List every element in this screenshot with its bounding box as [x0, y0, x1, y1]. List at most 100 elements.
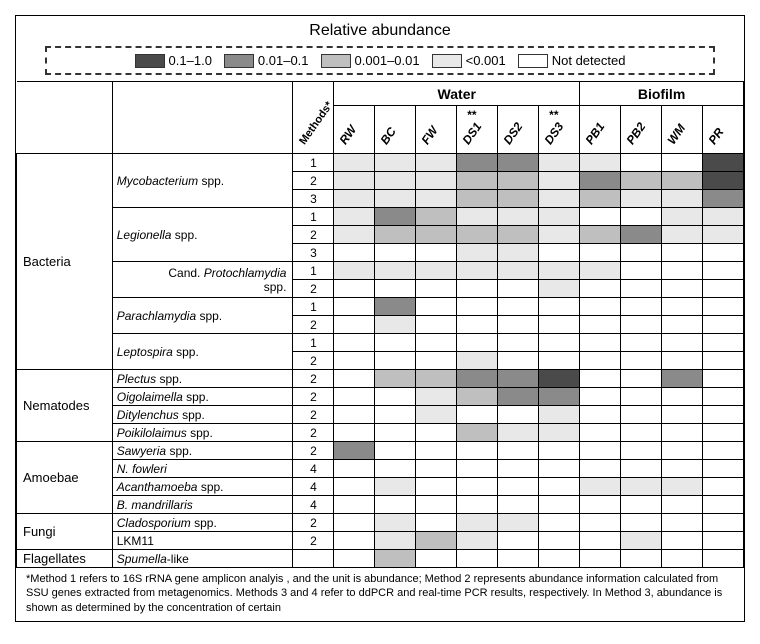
- table-row: Acanthamoeba spp.4: [17, 478, 744, 496]
- heatmap-cell: [375, 280, 416, 298]
- table-row: Ditylenchus spp.2: [17, 406, 744, 424]
- heatmap-cell: [416, 244, 457, 262]
- heatmap-cell: [580, 208, 621, 226]
- heatmap-cell: [702, 514, 743, 532]
- heatmap-cell: [580, 334, 621, 352]
- heatmap-cell: [702, 478, 743, 496]
- legend-item: 0.01–0.1: [224, 53, 309, 68]
- heatmap-cell: [457, 388, 498, 406]
- heatmap-cell: [539, 262, 580, 280]
- method-number-cell: 4: [293, 478, 334, 496]
- legend-item: 0.1–1.0: [135, 53, 212, 68]
- method-number-cell: 2: [293, 352, 334, 370]
- heatmap-cell: [334, 172, 375, 190]
- heatmap-cell: [498, 154, 539, 172]
- legend-label: 0.001–0.01: [355, 53, 420, 68]
- heatmap-cell: [539, 424, 580, 442]
- legend-label: <0.001: [466, 53, 506, 68]
- table-row: Oigolaimella spp.2: [17, 388, 744, 406]
- heatmap-cell: [580, 298, 621, 316]
- heatmap-cell: [334, 370, 375, 388]
- heatmap-cell: [375, 496, 416, 514]
- heatmap-cell: [498, 370, 539, 388]
- figure-title: Relative abundance: [16, 16, 744, 42]
- heatmap-cell: [702, 352, 743, 370]
- heatmap-cell: [334, 280, 375, 298]
- heatmap-cell: [662, 460, 703, 478]
- heatmap-cell: [416, 352, 457, 370]
- legend-item: <0.001: [432, 53, 506, 68]
- heatmap-cell: [416, 460, 457, 478]
- heatmap-cell: [621, 424, 662, 442]
- heatmap-cell: [498, 208, 539, 226]
- heatmap-cell: [375, 154, 416, 172]
- heatmap-cell: [498, 352, 539, 370]
- heatmap-cell: [375, 226, 416, 244]
- method-number-cell: 2: [293, 514, 334, 532]
- heatmap-cell: [662, 550, 703, 568]
- sample-column-header: **DS1: [457, 106, 498, 154]
- heatmap-cell: [375, 406, 416, 424]
- heatmap-cell: [334, 334, 375, 352]
- legend-label: 0.1–1.0: [169, 53, 212, 68]
- heatmap-cell: [621, 208, 662, 226]
- heatmap-cell: [416, 298, 457, 316]
- heatmap-cell: [334, 406, 375, 424]
- species-cell: Ditylenchus spp.: [112, 406, 293, 424]
- table-row: FungiCladosporium spp.2: [17, 514, 744, 532]
- category-cell: Nematodes: [17, 370, 113, 442]
- heatmap-cell: [662, 244, 703, 262]
- heatmap-cell: [580, 496, 621, 514]
- heatmap-cell: [498, 388, 539, 406]
- heatmap-cell: [662, 208, 703, 226]
- methods-column-header: Methods*: [293, 82, 334, 154]
- heatmap-cell: [498, 424, 539, 442]
- heatmap-cell: [498, 190, 539, 208]
- heatmap-cell: [334, 442, 375, 460]
- heatmap-cell: [375, 370, 416, 388]
- heatmap-cell: [334, 352, 375, 370]
- heatmap-cell: [334, 244, 375, 262]
- heatmap-cell: [662, 262, 703, 280]
- heatmap-cell: [662, 334, 703, 352]
- heatmap-cell: [539, 298, 580, 316]
- method-number-cell: 1: [293, 208, 334, 226]
- heatmap-cell: [621, 334, 662, 352]
- heatmap-cell: [539, 496, 580, 514]
- method-number-cell: 4: [293, 460, 334, 478]
- sample-column-header: BC: [375, 106, 416, 154]
- heatmap-cell: [375, 298, 416, 316]
- heatmap-cell: [457, 334, 498, 352]
- heatmap-cell: [539, 244, 580, 262]
- heatmap-cell: [621, 496, 662, 514]
- heatmap-cell: [580, 316, 621, 334]
- table-row: BacteriaMycobacterium spp.1: [17, 154, 744, 172]
- heatmap-cell: [457, 532, 498, 550]
- heatmap-cell: [457, 208, 498, 226]
- sample-column-header: PB1: [580, 106, 621, 154]
- heatmap-cell: [621, 172, 662, 190]
- legend-label: 0.01–0.1: [258, 53, 309, 68]
- heatmap-cell: [621, 442, 662, 460]
- heatmap-cell: [662, 316, 703, 334]
- heatmap-cell: [498, 406, 539, 424]
- abundance-table: Methods* Water BiofilmRWBCFW**DS1DS2**DS…: [16, 81, 744, 568]
- heatmap-cell: [539, 316, 580, 334]
- heatmap-cell: [702, 226, 743, 244]
- heatmap-cell: [580, 424, 621, 442]
- heatmap-cell: [662, 532, 703, 550]
- heatmap-cell: [457, 190, 498, 208]
- heatmap-cell: [334, 514, 375, 532]
- heatmap-cell: [539, 334, 580, 352]
- heatmap-cell: [621, 532, 662, 550]
- heatmap-cell: [539, 226, 580, 244]
- legend-swatch: [321, 54, 351, 68]
- heatmap-cell: [375, 172, 416, 190]
- heatmap-cell: [457, 478, 498, 496]
- species-cell: Mycobacterium spp.: [112, 154, 293, 208]
- sample-column-header: FW: [416, 106, 457, 154]
- heatmap-cell: [498, 262, 539, 280]
- heatmap-cell: [539, 532, 580, 550]
- heatmap-cell: [662, 226, 703, 244]
- heatmap-cell: [580, 352, 621, 370]
